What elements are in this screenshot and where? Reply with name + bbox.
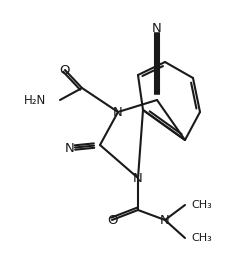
Text: H₂N: H₂N [24,93,46,107]
Text: N: N [160,214,170,227]
Text: N: N [113,105,123,118]
Text: N: N [133,172,143,185]
Text: O: O [60,63,70,76]
Text: CH₃: CH₃ [191,233,212,243]
Text: N: N [152,21,162,34]
Text: O: O [107,214,117,227]
Text: N: N [65,141,75,154]
Text: CH₃: CH₃ [191,200,212,210]
